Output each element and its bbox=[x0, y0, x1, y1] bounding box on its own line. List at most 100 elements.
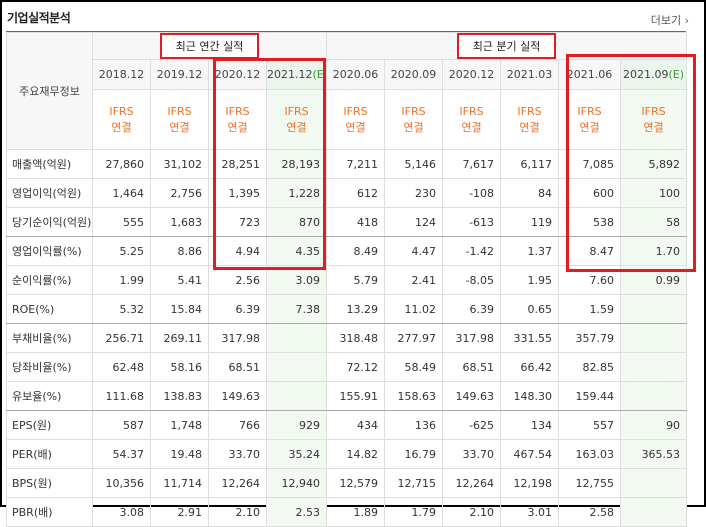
annual-group-header: 최근 연간 실적 bbox=[91, 32, 328, 60]
quarterly-highlight-box bbox=[566, 54, 696, 272]
table-cell bbox=[620, 323, 688, 353]
table-cell: 15.84 bbox=[150, 294, 209, 324]
table-cell: 8.49 bbox=[326, 236, 386, 266]
table-cell: 12,198 bbox=[500, 468, 560, 498]
table-cell: 33.70 bbox=[442, 439, 502, 469]
table-cell: 7,211 bbox=[326, 149, 386, 179]
table-cell: -613 bbox=[442, 207, 502, 237]
table-row: ROE(%) 5.32 15.84 6.39 7.38 13.29 11.02 6.39 0.6… bbox=[6, 294, 688, 324]
table-cell: 1.70 bbox=[620, 236, 688, 266]
ifrs-consolidated-header: IFRS 연결 bbox=[150, 89, 209, 150]
table-cell: 90 bbox=[620, 410, 688, 440]
table-cell: 68.51 bbox=[442, 352, 502, 382]
table-cell: 7,617 bbox=[442, 149, 502, 179]
table-cell: 27,860 bbox=[92, 149, 151, 179]
row-label: 영업이익률(%) bbox=[6, 236, 93, 266]
table-cell: 6,117 bbox=[500, 149, 560, 179]
annual-highlight-box bbox=[213, 58, 326, 270]
table-cell: 1,683 bbox=[150, 207, 209, 237]
more-link[interactable]: 더보기 › bbox=[650, 14, 689, 27]
table-cell: 870 bbox=[265, 207, 328, 237]
row-label: EPS(원) bbox=[6, 410, 93, 440]
table-cell: 612 bbox=[326, 178, 386, 208]
table-cell: 4.94 bbox=[208, 236, 267, 266]
row-label: 매출액(억원) bbox=[6, 149, 93, 179]
table-cell: 5,146 bbox=[384, 149, 444, 179]
table-cell: -625 bbox=[442, 410, 502, 440]
table-cell: 269.11 bbox=[150, 323, 209, 353]
table-cell: 58.16 bbox=[150, 352, 209, 382]
table-cell: 723 bbox=[208, 207, 267, 237]
table-row: 영업이익률(%) 5.25 8.86 4.94 4.35 8.49 4.47 -1.42 1.3… bbox=[6, 236, 688, 266]
table-cell: 8.86 bbox=[150, 236, 209, 266]
table-cell: 5,892 bbox=[620, 149, 688, 179]
section-title: 기업실적분석 bbox=[7, 11, 71, 25]
table-cell: 5.41 bbox=[150, 265, 209, 295]
period-header: 2020.12 bbox=[442, 59, 502, 90]
table-cell: 11,714 bbox=[150, 468, 209, 498]
table-cell: 0.65 bbox=[500, 294, 560, 324]
ifrs-consolidated-header: IFRS 연결 bbox=[208, 89, 267, 150]
row-label: 영업이익(억원) bbox=[6, 178, 93, 208]
table-row: 당기순이익(억원) 555 1,683 723 870 418 124 -613 119 538 5… bbox=[6, 207, 688, 237]
financial-summary-table: 주요재무정보 최근 연간 실적 최근 분기 실적 2018.12 2019.12 2… bbox=[6, 32, 688, 527]
table-row: 매출액(억원) 27,860 31,102 28,251 28,193 7,211 5,14… bbox=[6, 149, 688, 179]
table-cell: 434 bbox=[326, 410, 386, 440]
table-cell: 2.91 bbox=[150, 497, 209, 527]
table-cell: 14.82 bbox=[326, 439, 386, 469]
row-label: 당기순이익(억원) bbox=[6, 207, 93, 237]
ifrs-consolidated-header: IFRS 연결 bbox=[326, 89, 386, 150]
ifrs-consolidated-header: IFRS 연결 bbox=[620, 89, 688, 150]
table-cell: 12,579 bbox=[326, 468, 386, 498]
table-cell: 58 bbox=[620, 207, 688, 237]
ifrs-consolidated-header: IFRS 연결 bbox=[92, 89, 151, 150]
table-cell: 155.91 bbox=[326, 381, 386, 411]
table-cell: 2.53 bbox=[265, 497, 328, 527]
table-cell bbox=[620, 381, 688, 411]
ifrs-consolidated-header: IFRS 연결 bbox=[442, 89, 502, 150]
period-header: 2021.09(E) bbox=[620, 59, 688, 90]
table-cell: 19.48 bbox=[150, 439, 209, 469]
table-cell: 100 bbox=[620, 178, 688, 208]
table-cell: 66.42 bbox=[500, 352, 560, 382]
table-cell: 1,395 bbox=[208, 178, 267, 208]
table-cell: 82.85 bbox=[558, 352, 622, 382]
table-cell: 13.29 bbox=[326, 294, 386, 324]
ifrs-consolidated-header: IFRS 연결 bbox=[500, 89, 560, 150]
table-cell: 31,102 bbox=[150, 149, 209, 179]
table-cell: 54.37 bbox=[92, 439, 151, 469]
table-cell: 158.63 bbox=[384, 381, 444, 411]
table-cell: 2.10 bbox=[442, 497, 502, 527]
table-cell: 149.63 bbox=[208, 381, 267, 411]
table-cell bbox=[620, 294, 688, 324]
table-cell: 317.98 bbox=[442, 323, 502, 353]
row-label: 유보율(%) bbox=[6, 381, 93, 411]
table-cell: 10,356 bbox=[92, 468, 151, 498]
table-cell: 1.99 bbox=[92, 265, 151, 295]
table-cell: 555 bbox=[92, 207, 151, 237]
table-cell: -108 bbox=[442, 178, 502, 208]
table-cell: 418 bbox=[326, 207, 386, 237]
table-cell: 148.30 bbox=[500, 381, 560, 411]
table-cell: 12,264 bbox=[442, 468, 502, 498]
period-header: 2020.06 bbox=[326, 59, 386, 90]
table-cell: 318.48 bbox=[326, 323, 386, 353]
table-cell: 1,228 bbox=[265, 178, 328, 208]
row-label: BPS(원) bbox=[6, 468, 93, 498]
table-cell: 119 bbox=[500, 207, 560, 237]
row-label: ROE(%) bbox=[6, 294, 93, 324]
table-cell: 68.51 bbox=[208, 352, 267, 382]
period-header: 2020.12 bbox=[208, 59, 267, 90]
table-cell: 159.44 bbox=[558, 381, 622, 411]
table-cell: 124 bbox=[384, 207, 444, 237]
ifrs-consolidated-header: IFRS 연결 bbox=[384, 89, 444, 150]
table-cell: 331.55 bbox=[500, 323, 560, 353]
table-cell: -8.05 bbox=[442, 265, 502, 295]
table-cell: 256.71 bbox=[92, 323, 151, 353]
row-label: 당좌비율(%) bbox=[6, 352, 93, 382]
table-cell: 134 bbox=[500, 410, 560, 440]
table-cell: 33.70 bbox=[208, 439, 267, 469]
table-cell: 3.01 bbox=[500, 497, 560, 527]
table-cell: 12,755 bbox=[558, 468, 622, 498]
table-cell: 317.98 bbox=[208, 323, 267, 353]
